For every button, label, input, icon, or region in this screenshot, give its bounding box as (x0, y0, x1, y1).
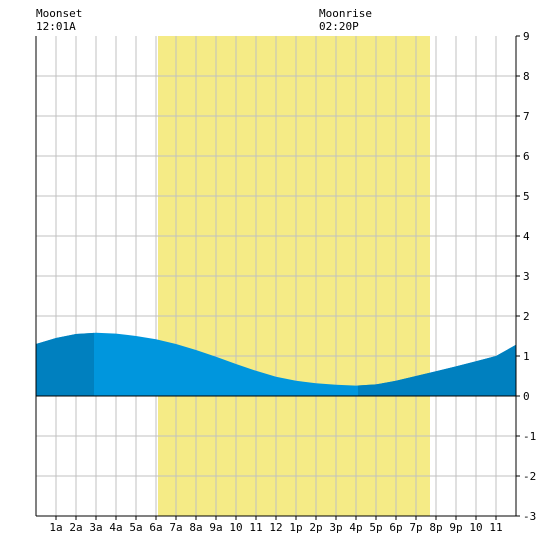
x-tick-label: 9p (449, 521, 462, 534)
moonrise-time: 02:20P (319, 20, 359, 33)
y-tick-label: 6 (523, 150, 530, 163)
x-tick-label: 7a (169, 521, 182, 534)
x-tick-label: 2a (69, 521, 82, 534)
x-tick-label: 9a (209, 521, 222, 534)
x-tick-label: 5a (129, 521, 142, 534)
x-tick-label: 11 (249, 521, 262, 534)
y-tick-label: 1 (523, 350, 530, 363)
x-tick-label: 6a (149, 521, 162, 534)
tide-area-dark (36, 332, 94, 396)
x-tick-label: 4p (349, 521, 362, 534)
x-tick-label: 8p (429, 521, 442, 534)
x-tick-label: 1p (289, 521, 302, 534)
moonset-time: 12:01A (36, 20, 76, 33)
x-tick-label: 8a (189, 521, 202, 534)
x-tick-label: 5p (369, 521, 382, 534)
x-tick-label: 10 (469, 521, 482, 534)
y-tick-label: 7 (523, 110, 530, 123)
y-tick-label: 5 (523, 190, 530, 203)
y-tick-label: -3 (523, 510, 536, 523)
x-tick-label: 3a (89, 521, 102, 534)
x-tick-label: 6p (389, 521, 402, 534)
x-tick-label: 3p (329, 521, 342, 534)
y-tick-label: 3 (523, 270, 530, 283)
x-tick-label: 11 (489, 521, 502, 534)
y-tick-label: -1 (523, 430, 536, 443)
tide-area-dark (358, 344, 516, 396)
y-tick-label: 9 (523, 30, 530, 43)
tide-area-fill (36, 332, 516, 396)
x-tick-label: 7p (409, 521, 422, 534)
y-tick-label: 0 (523, 390, 530, 403)
x-tick-label: 2p (309, 521, 322, 534)
y-tick-label: 8 (523, 70, 530, 83)
moon-labels: Moonset 12:01A Moonrise 02:20P (36, 7, 372, 33)
x-tick-label: 1a (49, 521, 62, 534)
y-tick-label: 4 (523, 230, 530, 243)
moonset-label: Moonset (36, 7, 82, 20)
x-tick-label: 12 (269, 521, 282, 534)
grid (36, 36, 516, 516)
y-tick-label: 2 (523, 310, 530, 323)
x-tick-label: 10 (229, 521, 242, 534)
tide-area (36, 332, 516, 396)
axes (35, 35, 520, 520)
moonrise-label: Moonrise (319, 7, 372, 20)
x-tick-label: 4a (109, 521, 122, 534)
y-tick-label: -2 (523, 470, 536, 483)
